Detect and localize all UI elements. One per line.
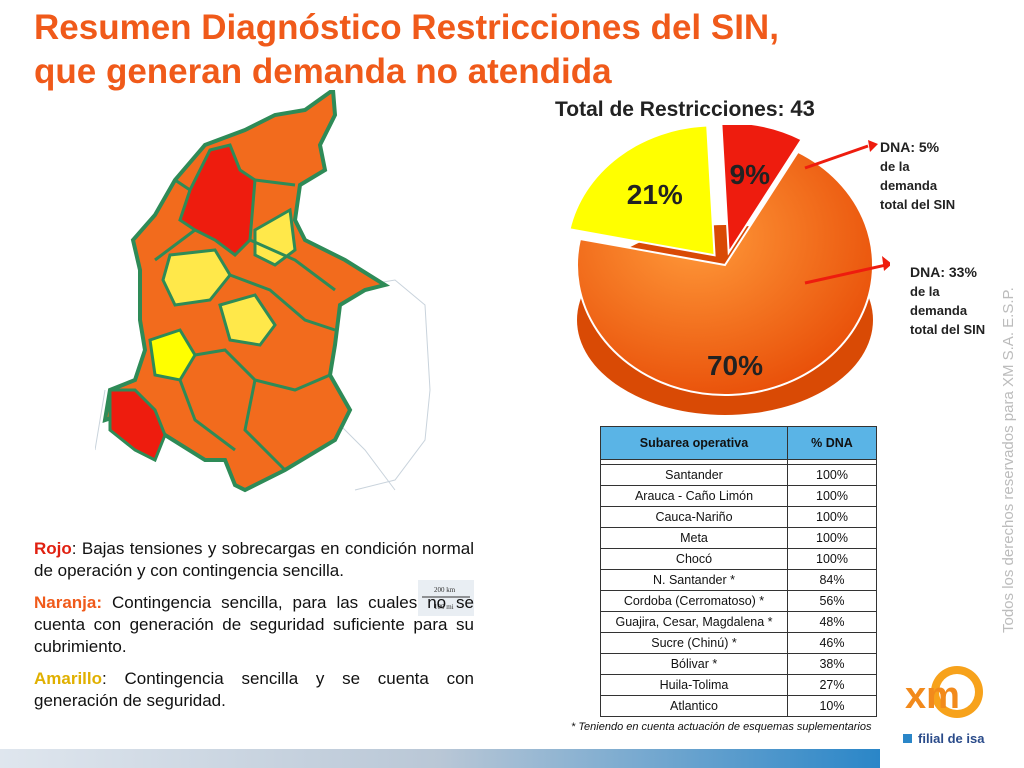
- map-scale-km: 200 km: [434, 586, 456, 594]
- table-cell-subarea: Sucre (Chinú) *: [600, 632, 788, 654]
- callout-orange-line1: DNA: 33%: [910, 264, 977, 280]
- legend-red-text: : Bajas tensiones y sobrecargas en condi…: [34, 539, 474, 580]
- filial-isa-label: filial de isa: [918, 731, 985, 746]
- title-line-1: Resumen Diagnóstico Restricciones del SI…: [34, 8, 779, 47]
- table-cell-subarea: N. Santander *: [600, 569, 788, 591]
- pie-slice-orange: [576, 150, 874, 396]
- xm-logo: xm: [905, 666, 983, 718]
- callout-red-line3: demanda: [880, 178, 938, 193]
- table-row: Santander 100%: [600, 464, 877, 486]
- pie-label-red: 9%: [730, 159, 771, 190]
- table-cell-subarea: Bólivar *: [600, 653, 788, 675]
- filial-square-icon: [903, 734, 912, 743]
- table-row: Sucre (Chinú) * 46%: [600, 632, 877, 654]
- legend-orange-text: Contingencia sencilla, para las cuales n…: [34, 593, 474, 656]
- map-scale-mi: 100 mi: [434, 603, 454, 611]
- dna-table-header-dna: % DNA: [787, 426, 877, 460]
- pie-slice-yellow: [568, 125, 716, 257]
- table-cell-dna: 100%: [787, 464, 877, 486]
- table-cell-subarea: Guajira, Cesar, Magdalena *: [600, 611, 788, 633]
- callout-arrow-red: [804, 144, 869, 170]
- map-region-yellow-center: [161, 248, 232, 307]
- table-cell-subarea: Meta: [600, 527, 788, 549]
- callout-orange-line4: total del SIN: [910, 322, 986, 337]
- dna-table-spacer: [600, 459, 877, 465]
- table-row: Cordoba (Cerromatoso) * 56%: [600, 590, 877, 612]
- table-row: Atlantico 10%: [600, 695, 877, 717]
- table-row: Cauca-Nariño 100%: [600, 506, 877, 528]
- pie-heading-total: 43: [790, 96, 815, 121]
- page-title: Resumen Diagnóstico Restricciones del SI…: [34, 6, 934, 94]
- map-region-red-north: [178, 143, 257, 257]
- table-cell-subarea: Huila-Tolima: [600, 674, 788, 696]
- legend-yellow-text: : Contingencia sencilla y se cuenta con …: [34, 669, 474, 710]
- table-cell-dna: 84%: [787, 569, 877, 591]
- map-scale: 200 km 100 mi: [418, 580, 474, 616]
- map-region-yellow-east: [253, 207, 297, 267]
- table-cell-dna: 100%: [787, 548, 877, 570]
- table-cell-dna: 100%: [787, 506, 877, 528]
- callout-red-line4: total del SIN: [880, 197, 956, 212]
- pie-heading: Total de Restricciones: 43: [555, 96, 815, 122]
- pie-label-orange: 70%: [707, 350, 763, 381]
- callout-orange-line3: demanda: [910, 303, 968, 318]
- table-footnote: * Teniendo en cuenta actuación de esquem…: [571, 721, 872, 733]
- legend-red-label: Rojo: [34, 539, 72, 558]
- bottom-gradient-bar: [0, 749, 880, 768]
- callout-arrows: [804, 140, 890, 285]
- map-region-red-southwest: [108, 388, 167, 463]
- table-cell-dna: 27%: [787, 674, 877, 696]
- dna-table: Subarea operativa % DNA Santander 100% Ar…: [600, 426, 877, 717]
- callout-arrowhead-orange: [882, 256, 890, 271]
- callout-orange-line2: de la: [910, 284, 940, 299]
- callout-red-line2: de la: [880, 159, 910, 174]
- title-line-2: que generan demanda no atendida: [34, 52, 612, 91]
- callout-arrow-orange: [804, 262, 890, 285]
- callout-arrowhead-red: [868, 140, 878, 152]
- pie-heading-prefix: Total de Restricciones:: [555, 98, 785, 121]
- pie-slice-red: [720, 125, 804, 256]
- table-cell-dna: 100%: [787, 527, 877, 549]
- map-region-yellow-mid: [218, 293, 277, 347]
- table-cell-dna: 56%: [787, 590, 877, 612]
- table-cell-subarea: Atlantico: [600, 695, 788, 717]
- table-row: Arauca - Caño Limón 100%: [600, 485, 877, 507]
- callout-orange: DNA: 33% de la demanda total del SIN: [910, 263, 985, 339]
- table-row: Bólivar * 38%: [600, 653, 877, 675]
- legend-red: Rojo: Bajas tensiones y sobrecargas en c…: [34, 538, 474, 582]
- logo-text: xm: [905, 675, 960, 717]
- legend-orange: Naranja: Contingencia sencilla, para las…: [34, 592, 474, 658]
- table-cell-dna: 10%: [787, 695, 877, 717]
- table-cell-dna: 38%: [787, 653, 877, 675]
- restrictions-pie-chart: 9% 70% 21%: [568, 125, 874, 415]
- dna-table-header-subarea: Subarea operativa: [600, 426, 788, 460]
- map-country-shape: [102, 90, 391, 493]
- legend-orange-label: Naranja:: [34, 593, 103, 612]
- callout-red-line1: DNA: 5%: [880, 139, 940, 155]
- table-row: Meta 100%: [600, 527, 877, 549]
- table-row: Chocó 100%: [600, 548, 877, 570]
- table-cell-dna: 100%: [787, 485, 877, 507]
- table-cell-dna: 48%: [787, 611, 877, 633]
- table-row: N. Santander * 84%: [600, 569, 877, 591]
- colombia-map: [95, 90, 431, 493]
- table-cell-subarea: Cordoba (Cerromatoso) *: [600, 590, 788, 612]
- table-cell-dna: 46%: [787, 632, 877, 654]
- table-row: Huila-Tolima 27%: [600, 674, 877, 696]
- table-cell-subarea: Cauca-Nariño: [600, 506, 788, 528]
- legend-yellow: Amarillo: Contingencia sencilla y se cue…: [34, 668, 474, 712]
- color-legend: Rojo: Bajas tensiones y sobrecargas en c…: [34, 538, 474, 722]
- copyright-watermark: Todos los derechos reservados para XM S.…: [1000, 287, 1017, 633]
- table-row: Guajira, Cesar, Magdalena * 48%: [600, 611, 877, 633]
- map-region-yellow-west: [148, 328, 197, 382]
- legend-yellow-label: Amarillo: [34, 669, 103, 688]
- table-cell-subarea: Chocó: [600, 548, 788, 570]
- callout-red: DNA: 5% de la demanda total del SIN: [880, 138, 955, 214]
- table-cell-subarea: Santander: [600, 464, 788, 486]
- dna-table-header-row: Subarea operativa % DNA: [600, 426, 877, 460]
- table-cell-subarea: Arauca - Caño Limón: [600, 485, 788, 507]
- pie-label-yellow: 21%: [627, 179, 683, 210]
